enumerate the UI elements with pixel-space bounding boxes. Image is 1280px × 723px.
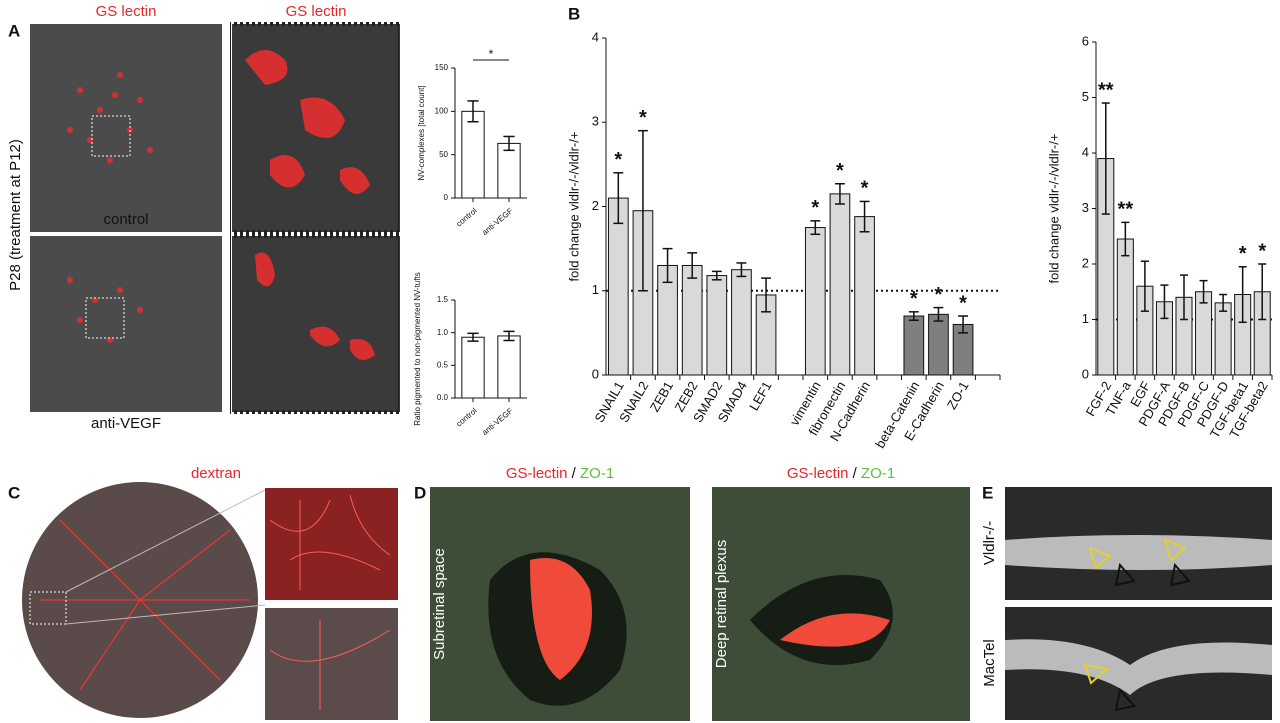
column-title: GS lectin — [96, 3, 157, 20]
panel-title: GS-lectin / ZO-1 — [506, 465, 614, 482]
x-tick-label: anti-VEGF — [480, 206, 514, 237]
y-tick-label: 150 — [435, 63, 449, 72]
y-tick-label: 3 — [592, 114, 599, 129]
bar — [497, 335, 521, 399]
y-axis-label: Ratio pigmented to non-pigmented NV-tuft… — [413, 272, 422, 425]
significance: * — [639, 107, 647, 129]
bar — [681, 264, 703, 376]
bar — [731, 269, 752, 376]
side-label: MacTel — [981, 639, 998, 687]
y-axis-label: NV-complexes [total count] — [417, 85, 426, 180]
x-tick-label: ZO-1 — [944, 379, 972, 412]
panel-title: GS-lectin / ZO-1 — [787, 465, 895, 482]
bar — [903, 315, 925, 376]
bar — [1195, 291, 1213, 376]
bar — [829, 193, 851, 376]
y-tick-label: 5 — [1082, 89, 1089, 104]
panel-label: B — [568, 4, 580, 23]
bar — [854, 216, 875, 376]
bar — [706, 275, 728, 376]
y-tick-label: 2 — [592, 198, 599, 213]
panel-e-images — [1005, 487, 1272, 720]
y-tick-label: 100 — [435, 106, 449, 115]
significance: * — [935, 284, 943, 306]
panel-label: A — [8, 21, 20, 40]
y-tick-label: 1.5 — [437, 295, 449, 304]
bar — [1214, 302, 1232, 376]
row-label: control — [103, 211, 148, 228]
x-tick-label: control — [454, 206, 478, 228]
separator: / — [849, 465, 862, 482]
bar — [928, 313, 949, 376]
row-label: anti-VEGF — [91, 415, 161, 432]
significance: * — [836, 160, 844, 182]
y-tick-label: 50 — [439, 150, 448, 159]
significance: ** — [1118, 199, 1134, 221]
significance: ** — [1098, 79, 1114, 101]
y-tick-label: 0.5 — [437, 360, 449, 369]
panel-label: D — [414, 483, 426, 502]
y-tick-label: 0 — [444, 193, 449, 202]
side-label: P28 (treatment at P12) — [7, 139, 24, 291]
x-tick-label: LEF1 — [746, 379, 775, 413]
y-tick-label: 0 — [592, 366, 599, 381]
y-tick-label: 4 — [592, 29, 599, 44]
bar — [461, 110, 485, 199]
stain: ZO-1 — [580, 465, 614, 482]
column-title: GS lectin — [286, 3, 347, 20]
y-tick-label: 1.0 — [437, 328, 449, 337]
panel-c-images — [20, 482, 398, 721]
x-tick-label: anti-VEGF — [480, 406, 514, 437]
y-tick-label: 4 — [1082, 144, 1089, 159]
side-label: Vldlr-/- — [981, 521, 998, 565]
stain: GS-lectin — [787, 465, 849, 482]
bar — [1116, 238, 1134, 376]
significance: * — [1258, 240, 1266, 262]
bar — [461, 336, 485, 399]
y-tick-label: 0 — [1082, 366, 1089, 381]
significance: * — [489, 47, 494, 61]
separator: / — [568, 465, 581, 482]
panel-d-images — [430, 487, 970, 721]
panel-a-images — [30, 22, 402, 414]
significance: * — [614, 149, 622, 171]
x-tick-label: control — [454, 406, 478, 428]
x-tick-label: ZEB1 — [647, 379, 676, 415]
panel-label: E — [982, 483, 993, 502]
y-axis-label: fold change vldlr-/-/vldlr-/+ — [566, 132, 581, 282]
bar — [497, 142, 521, 199]
y-tick-label: 1 — [592, 282, 599, 297]
y-axis-label: fold change vldlr-/-/vldlr-/+ — [1046, 134, 1061, 284]
y-tick-label: 6 — [1082, 33, 1089, 48]
bar — [804, 227, 826, 376]
significance: * — [910, 288, 918, 310]
significance: * — [811, 197, 819, 219]
panel-label: C — [8, 483, 20, 502]
panel-title: dextran — [191, 465, 241, 482]
bar — [607, 197, 629, 376]
significance: * — [959, 292, 967, 314]
side-label: Deep retinal plexus — [713, 540, 730, 668]
stain: GS-lectin — [506, 465, 568, 482]
y-tick-label: 1 — [1082, 311, 1089, 326]
significance: * — [1239, 243, 1247, 265]
y-tick-label: 2 — [1082, 255, 1089, 270]
y-tick-label: 0.0 — [437, 393, 449, 402]
significance: * — [861, 178, 869, 200]
y-tick-label: 3 — [1082, 200, 1089, 215]
stain: ZO-1 — [861, 465, 895, 482]
side-label: Subretinal space — [431, 548, 448, 660]
